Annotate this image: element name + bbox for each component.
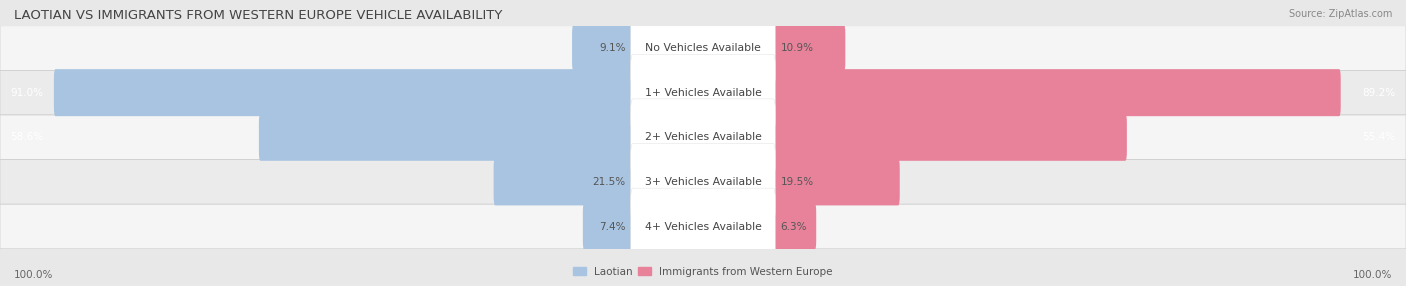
Text: LAOTIAN VS IMMIGRANTS FROM WESTERN EUROPE VEHICLE AVAILABILITY: LAOTIAN VS IMMIGRANTS FROM WESTERN EUROP…: [14, 9, 502, 21]
Text: No Vehicles Available: No Vehicles Available: [645, 43, 761, 53]
FancyBboxPatch shape: [53, 69, 634, 116]
Text: 89.2%: 89.2%: [1362, 88, 1395, 98]
FancyBboxPatch shape: [630, 10, 776, 86]
Text: 100.0%: 100.0%: [14, 270, 53, 280]
FancyBboxPatch shape: [494, 158, 634, 205]
Text: 3+ Vehicles Available: 3+ Vehicles Available: [644, 177, 762, 187]
FancyBboxPatch shape: [0, 204, 1406, 249]
Text: 91.0%: 91.0%: [10, 88, 44, 98]
FancyBboxPatch shape: [630, 188, 776, 265]
Text: 21.5%: 21.5%: [592, 177, 626, 187]
Text: 100.0%: 100.0%: [1353, 270, 1392, 280]
FancyBboxPatch shape: [259, 114, 634, 161]
FancyBboxPatch shape: [572, 25, 634, 72]
FancyBboxPatch shape: [630, 54, 776, 131]
FancyBboxPatch shape: [772, 203, 817, 250]
Text: 9.1%: 9.1%: [599, 43, 626, 53]
Text: 2+ Vehicles Available: 2+ Vehicles Available: [644, 132, 762, 142]
FancyBboxPatch shape: [630, 99, 776, 176]
FancyBboxPatch shape: [772, 114, 1126, 161]
Text: 4+ Vehicles Available: 4+ Vehicles Available: [644, 222, 762, 231]
FancyBboxPatch shape: [0, 160, 1406, 204]
Text: 1+ Vehicles Available: 1+ Vehicles Available: [644, 88, 762, 98]
FancyBboxPatch shape: [0, 26, 1406, 70]
FancyBboxPatch shape: [772, 69, 1341, 116]
Text: Source: ZipAtlas.com: Source: ZipAtlas.com: [1288, 9, 1392, 19]
FancyBboxPatch shape: [772, 25, 845, 72]
FancyBboxPatch shape: [0, 115, 1406, 160]
FancyBboxPatch shape: [630, 144, 776, 220]
Text: 7.4%: 7.4%: [599, 222, 626, 231]
Text: 10.9%: 10.9%: [780, 43, 813, 53]
Text: 19.5%: 19.5%: [780, 177, 814, 187]
Text: 58.6%: 58.6%: [10, 132, 44, 142]
FancyBboxPatch shape: [583, 203, 634, 250]
Legend: Laotian, Immigrants from Western Europe: Laotian, Immigrants from Western Europe: [569, 263, 837, 281]
FancyBboxPatch shape: [772, 158, 900, 205]
Text: 55.4%: 55.4%: [1362, 132, 1395, 142]
Text: 6.3%: 6.3%: [780, 222, 807, 231]
FancyBboxPatch shape: [0, 70, 1406, 115]
